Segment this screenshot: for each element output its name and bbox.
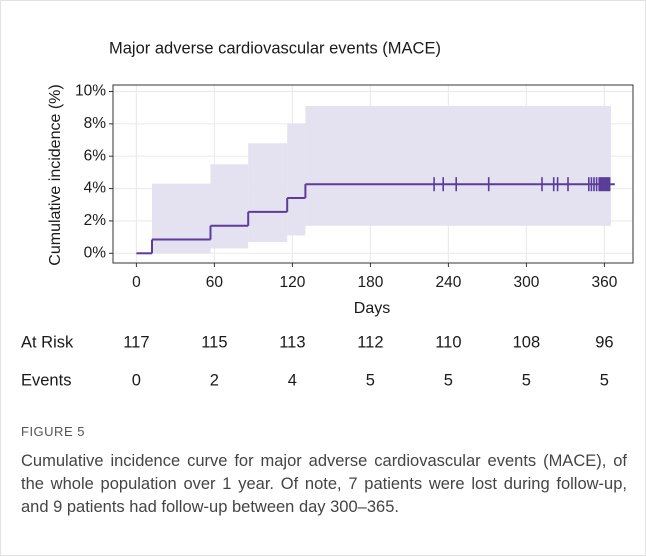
confidence-band [152,183,211,254]
y-tick-label: 4% [84,180,107,197]
risk-value: 5 [444,371,453,389]
y-tick-label: 0% [84,244,107,261]
x-tick-label: 180 [357,274,383,291]
risk-value: 115 [201,333,227,351]
risk-value: 112 [357,333,383,351]
risk-value: 5 [366,371,375,389]
x-tick-label: 240 [435,274,461,291]
risk-value: 96 [595,333,613,351]
figure-caption: Cumulative incidence curve for major adv… [21,452,627,516]
plot-border [112,84,634,264]
risk-value: 4 [288,371,297,389]
x-axis-label: Days [354,300,390,317]
y-tick-label: 8% [84,115,107,132]
confidence-band [210,164,249,249]
risk-value: 0 [132,371,141,389]
chart-title: Major adverse cardiovascular events (MAC… [109,39,441,57]
confidence-band [287,123,306,236]
risk-value: 2 [210,371,219,389]
risk-row-label: At Risk [21,333,74,351]
risk-value: 108 [513,333,541,351]
risk-value: 5 [600,371,609,389]
risk-row-label: Events [21,371,71,389]
y-axis-label: Cumulative incidence (%) [47,84,64,265]
risk-value: 113 [279,333,305,351]
y-tick-label: 2% [84,212,107,229]
x-tick-label: 360 [591,274,617,291]
risk-value: 117 [123,333,149,351]
y-tick-label: 6% [84,147,107,164]
confidence-band [248,143,288,242]
figure-label: FIGURE 5 [21,424,85,439]
x-tick-label: 60 [206,274,224,291]
chart: Major adverse cardiovascular events (MAC… [21,39,634,389]
confidence-band [305,106,611,226]
x-tick-label: 300 [513,274,539,291]
x-tick-label: 0 [132,274,141,291]
y-tick-label: 10% [75,83,106,100]
risk-value: 5 [522,371,531,389]
x-tick-label: 120 [279,274,305,291]
risk-value: 110 [435,333,461,351]
